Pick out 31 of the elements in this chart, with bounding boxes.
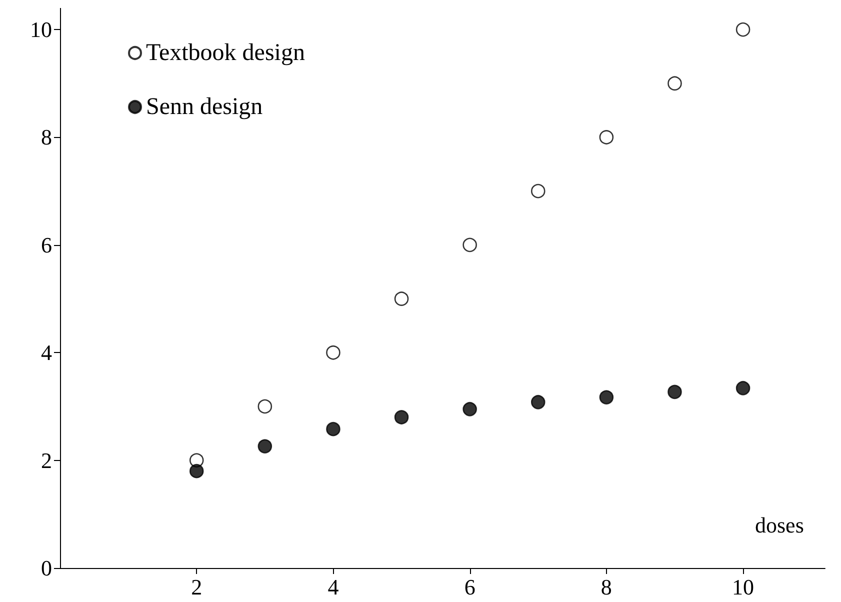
point	[530, 184, 546, 198]
x-tick-label: 6	[464, 574, 476, 600]
point	[326, 422, 340, 436]
point	[462, 402, 477, 416]
point	[599, 130, 614, 144]
point	[258, 439, 272, 454]
y-tick-label: 4	[41, 340, 52, 366]
y-tick-label: 6	[41, 232, 52, 258]
point	[258, 399, 272, 414]
x-axis-title: doses	[755, 512, 804, 538]
x-tick-label: 4	[328, 574, 339, 600]
point	[462, 238, 477, 252]
point	[736, 22, 750, 37]
x-tick-label: 10	[732, 574, 754, 600]
point	[326, 345, 340, 360]
point	[668, 384, 682, 400]
x-tick-label: 2	[191, 574, 202, 600]
y-tick-label: 8	[41, 124, 52, 150]
point	[394, 410, 409, 424]
point	[530, 395, 546, 410]
point	[394, 292, 409, 306]
point	[668, 76, 682, 91]
y-tick-label: 0	[41, 556, 52, 580]
point	[189, 464, 204, 478]
point	[599, 390, 614, 404]
y-tick-label: 10	[30, 17, 52, 42]
y-tick-label: 2	[41, 448, 52, 473]
point	[736, 381, 750, 396]
legend-label: Senn design	[146, 94, 263, 120]
x-tick-label: 8	[600, 574, 612, 600]
legend-label: Textbook design	[146, 40, 305, 66]
